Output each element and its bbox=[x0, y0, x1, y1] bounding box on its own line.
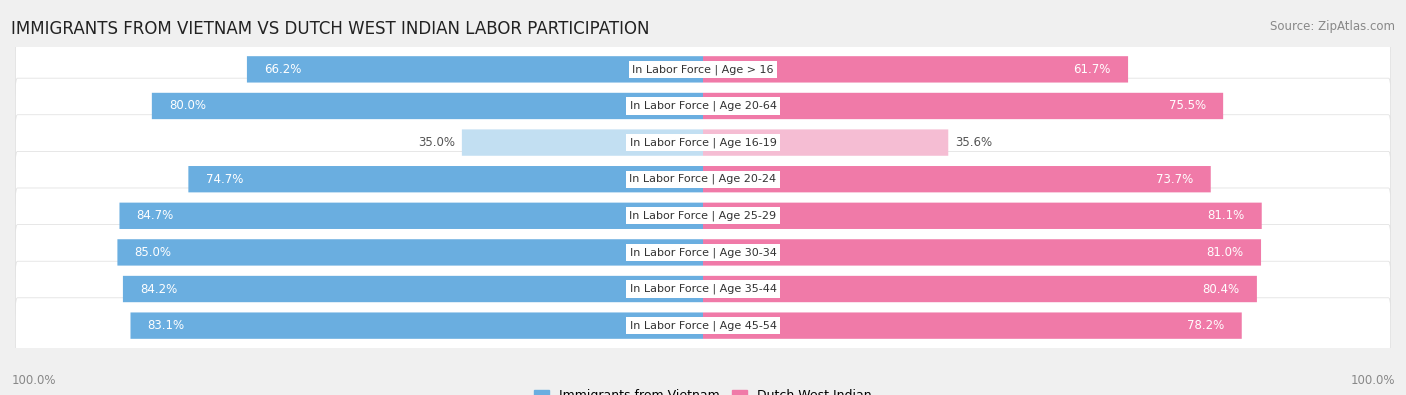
Text: 61.7%: 61.7% bbox=[1073, 63, 1111, 76]
Text: 81.0%: 81.0% bbox=[1206, 246, 1244, 259]
Text: 73.7%: 73.7% bbox=[1156, 173, 1194, 186]
Text: In Labor Force | Age 20-64: In Labor Force | Age 20-64 bbox=[630, 101, 776, 111]
FancyBboxPatch shape bbox=[152, 93, 703, 119]
Text: 66.2%: 66.2% bbox=[264, 63, 301, 76]
Text: Source: ZipAtlas.com: Source: ZipAtlas.com bbox=[1270, 20, 1395, 33]
FancyBboxPatch shape bbox=[703, 130, 948, 156]
Text: 80.4%: 80.4% bbox=[1202, 282, 1240, 295]
FancyBboxPatch shape bbox=[15, 225, 1391, 280]
Text: In Labor Force | Age 30-34: In Labor Force | Age 30-34 bbox=[630, 247, 776, 258]
FancyBboxPatch shape bbox=[703, 239, 1261, 265]
FancyBboxPatch shape bbox=[15, 188, 1391, 244]
FancyBboxPatch shape bbox=[118, 239, 703, 265]
FancyBboxPatch shape bbox=[703, 166, 1211, 192]
FancyBboxPatch shape bbox=[703, 276, 1257, 302]
Text: 75.5%: 75.5% bbox=[1168, 100, 1206, 113]
Text: In Labor Force | Age 35-44: In Labor Force | Age 35-44 bbox=[630, 284, 776, 294]
Text: 100.0%: 100.0% bbox=[11, 374, 56, 387]
FancyBboxPatch shape bbox=[188, 166, 703, 192]
Text: In Labor Force | Age 16-19: In Labor Force | Age 16-19 bbox=[630, 137, 776, 148]
FancyBboxPatch shape bbox=[15, 261, 1391, 317]
Text: In Labor Force | Age 45-54: In Labor Force | Age 45-54 bbox=[630, 320, 776, 331]
FancyBboxPatch shape bbox=[463, 130, 703, 156]
FancyBboxPatch shape bbox=[247, 56, 703, 83]
Text: 80.0%: 80.0% bbox=[169, 100, 207, 113]
FancyBboxPatch shape bbox=[120, 203, 703, 229]
FancyBboxPatch shape bbox=[15, 78, 1391, 134]
FancyBboxPatch shape bbox=[703, 312, 1241, 339]
Text: 84.7%: 84.7% bbox=[136, 209, 174, 222]
FancyBboxPatch shape bbox=[703, 56, 1128, 83]
Text: 83.1%: 83.1% bbox=[148, 319, 184, 332]
FancyBboxPatch shape bbox=[15, 41, 1391, 97]
Text: In Labor Force | Age > 16: In Labor Force | Age > 16 bbox=[633, 64, 773, 75]
Text: 100.0%: 100.0% bbox=[1350, 374, 1395, 387]
Legend: Immigrants from Vietnam, Dutch West Indian: Immigrants from Vietnam, Dutch West Indi… bbox=[529, 384, 877, 395]
FancyBboxPatch shape bbox=[703, 203, 1261, 229]
Text: IMMIGRANTS FROM VIETNAM VS DUTCH WEST INDIAN LABOR PARTICIPATION: IMMIGRANTS FROM VIETNAM VS DUTCH WEST IN… bbox=[11, 20, 650, 38]
FancyBboxPatch shape bbox=[15, 115, 1391, 170]
Text: 84.2%: 84.2% bbox=[141, 282, 177, 295]
Text: 35.6%: 35.6% bbox=[955, 136, 993, 149]
Text: 35.0%: 35.0% bbox=[418, 136, 456, 149]
FancyBboxPatch shape bbox=[15, 298, 1391, 354]
Text: 85.0%: 85.0% bbox=[135, 246, 172, 259]
Text: 81.1%: 81.1% bbox=[1208, 209, 1244, 222]
FancyBboxPatch shape bbox=[15, 151, 1391, 207]
FancyBboxPatch shape bbox=[703, 93, 1223, 119]
Text: 78.2%: 78.2% bbox=[1187, 319, 1225, 332]
Text: 74.7%: 74.7% bbox=[205, 173, 243, 186]
Text: In Labor Force | Age 20-24: In Labor Force | Age 20-24 bbox=[630, 174, 776, 184]
Text: In Labor Force | Age 25-29: In Labor Force | Age 25-29 bbox=[630, 211, 776, 221]
FancyBboxPatch shape bbox=[131, 312, 703, 339]
FancyBboxPatch shape bbox=[122, 276, 703, 302]
